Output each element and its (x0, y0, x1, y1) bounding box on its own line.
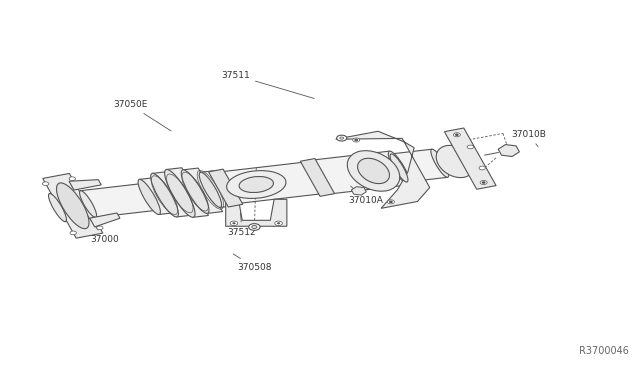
Ellipse shape (387, 200, 394, 204)
Polygon shape (391, 149, 447, 182)
Ellipse shape (275, 221, 282, 225)
Ellipse shape (248, 224, 260, 230)
Ellipse shape (453, 133, 460, 137)
Ellipse shape (307, 161, 328, 193)
Ellipse shape (181, 170, 209, 214)
Polygon shape (69, 180, 101, 190)
Ellipse shape (79, 191, 97, 217)
Ellipse shape (164, 170, 195, 217)
Ellipse shape (97, 226, 103, 230)
Ellipse shape (390, 154, 408, 182)
Polygon shape (90, 213, 120, 227)
Text: 37050E: 37050E (113, 100, 171, 131)
Ellipse shape (56, 183, 89, 229)
Ellipse shape (353, 138, 360, 142)
Ellipse shape (199, 172, 221, 208)
Ellipse shape (431, 149, 449, 177)
Ellipse shape (340, 137, 344, 139)
Ellipse shape (358, 158, 390, 184)
Text: 37511: 37511 (221, 71, 314, 99)
Polygon shape (300, 158, 335, 196)
Polygon shape (43, 173, 103, 238)
Ellipse shape (480, 180, 487, 185)
Ellipse shape (138, 179, 161, 215)
Ellipse shape (348, 151, 400, 191)
Ellipse shape (70, 231, 76, 235)
Ellipse shape (42, 182, 49, 186)
Ellipse shape (216, 172, 236, 204)
Ellipse shape (69, 177, 76, 180)
Polygon shape (308, 151, 408, 194)
Polygon shape (183, 168, 223, 214)
Polygon shape (226, 199, 287, 226)
Ellipse shape (252, 225, 257, 228)
Polygon shape (498, 145, 520, 157)
Text: 37512: 37512 (228, 213, 256, 237)
Ellipse shape (307, 161, 328, 194)
Ellipse shape (277, 222, 280, 224)
Polygon shape (140, 177, 174, 215)
Text: 37010B: 37010B (511, 130, 546, 147)
Ellipse shape (141, 183, 157, 210)
Text: 37010A: 37010A (349, 186, 383, 205)
Ellipse shape (467, 145, 474, 149)
Ellipse shape (456, 134, 458, 135)
Ellipse shape (355, 139, 358, 141)
Polygon shape (49, 192, 81, 222)
Polygon shape (166, 168, 209, 217)
Ellipse shape (436, 145, 474, 177)
Ellipse shape (233, 222, 236, 224)
Polygon shape (335, 131, 429, 208)
Ellipse shape (239, 176, 273, 193)
Ellipse shape (227, 171, 286, 198)
Ellipse shape (230, 221, 238, 225)
Polygon shape (152, 171, 192, 217)
Text: R3700046: R3700046 (579, 346, 629, 356)
Ellipse shape (483, 182, 485, 183)
Ellipse shape (388, 151, 410, 185)
Ellipse shape (479, 166, 485, 170)
Ellipse shape (214, 170, 237, 206)
Text: 37000: 37000 (83, 209, 119, 244)
Polygon shape (351, 187, 366, 195)
Text: 370508: 370508 (233, 254, 271, 272)
Ellipse shape (390, 201, 392, 203)
Polygon shape (444, 128, 496, 189)
Ellipse shape (150, 173, 179, 217)
Polygon shape (209, 169, 243, 207)
Ellipse shape (337, 135, 347, 141)
Ellipse shape (49, 193, 67, 222)
Polygon shape (81, 184, 157, 217)
Polygon shape (217, 161, 326, 204)
Polygon shape (200, 170, 236, 208)
